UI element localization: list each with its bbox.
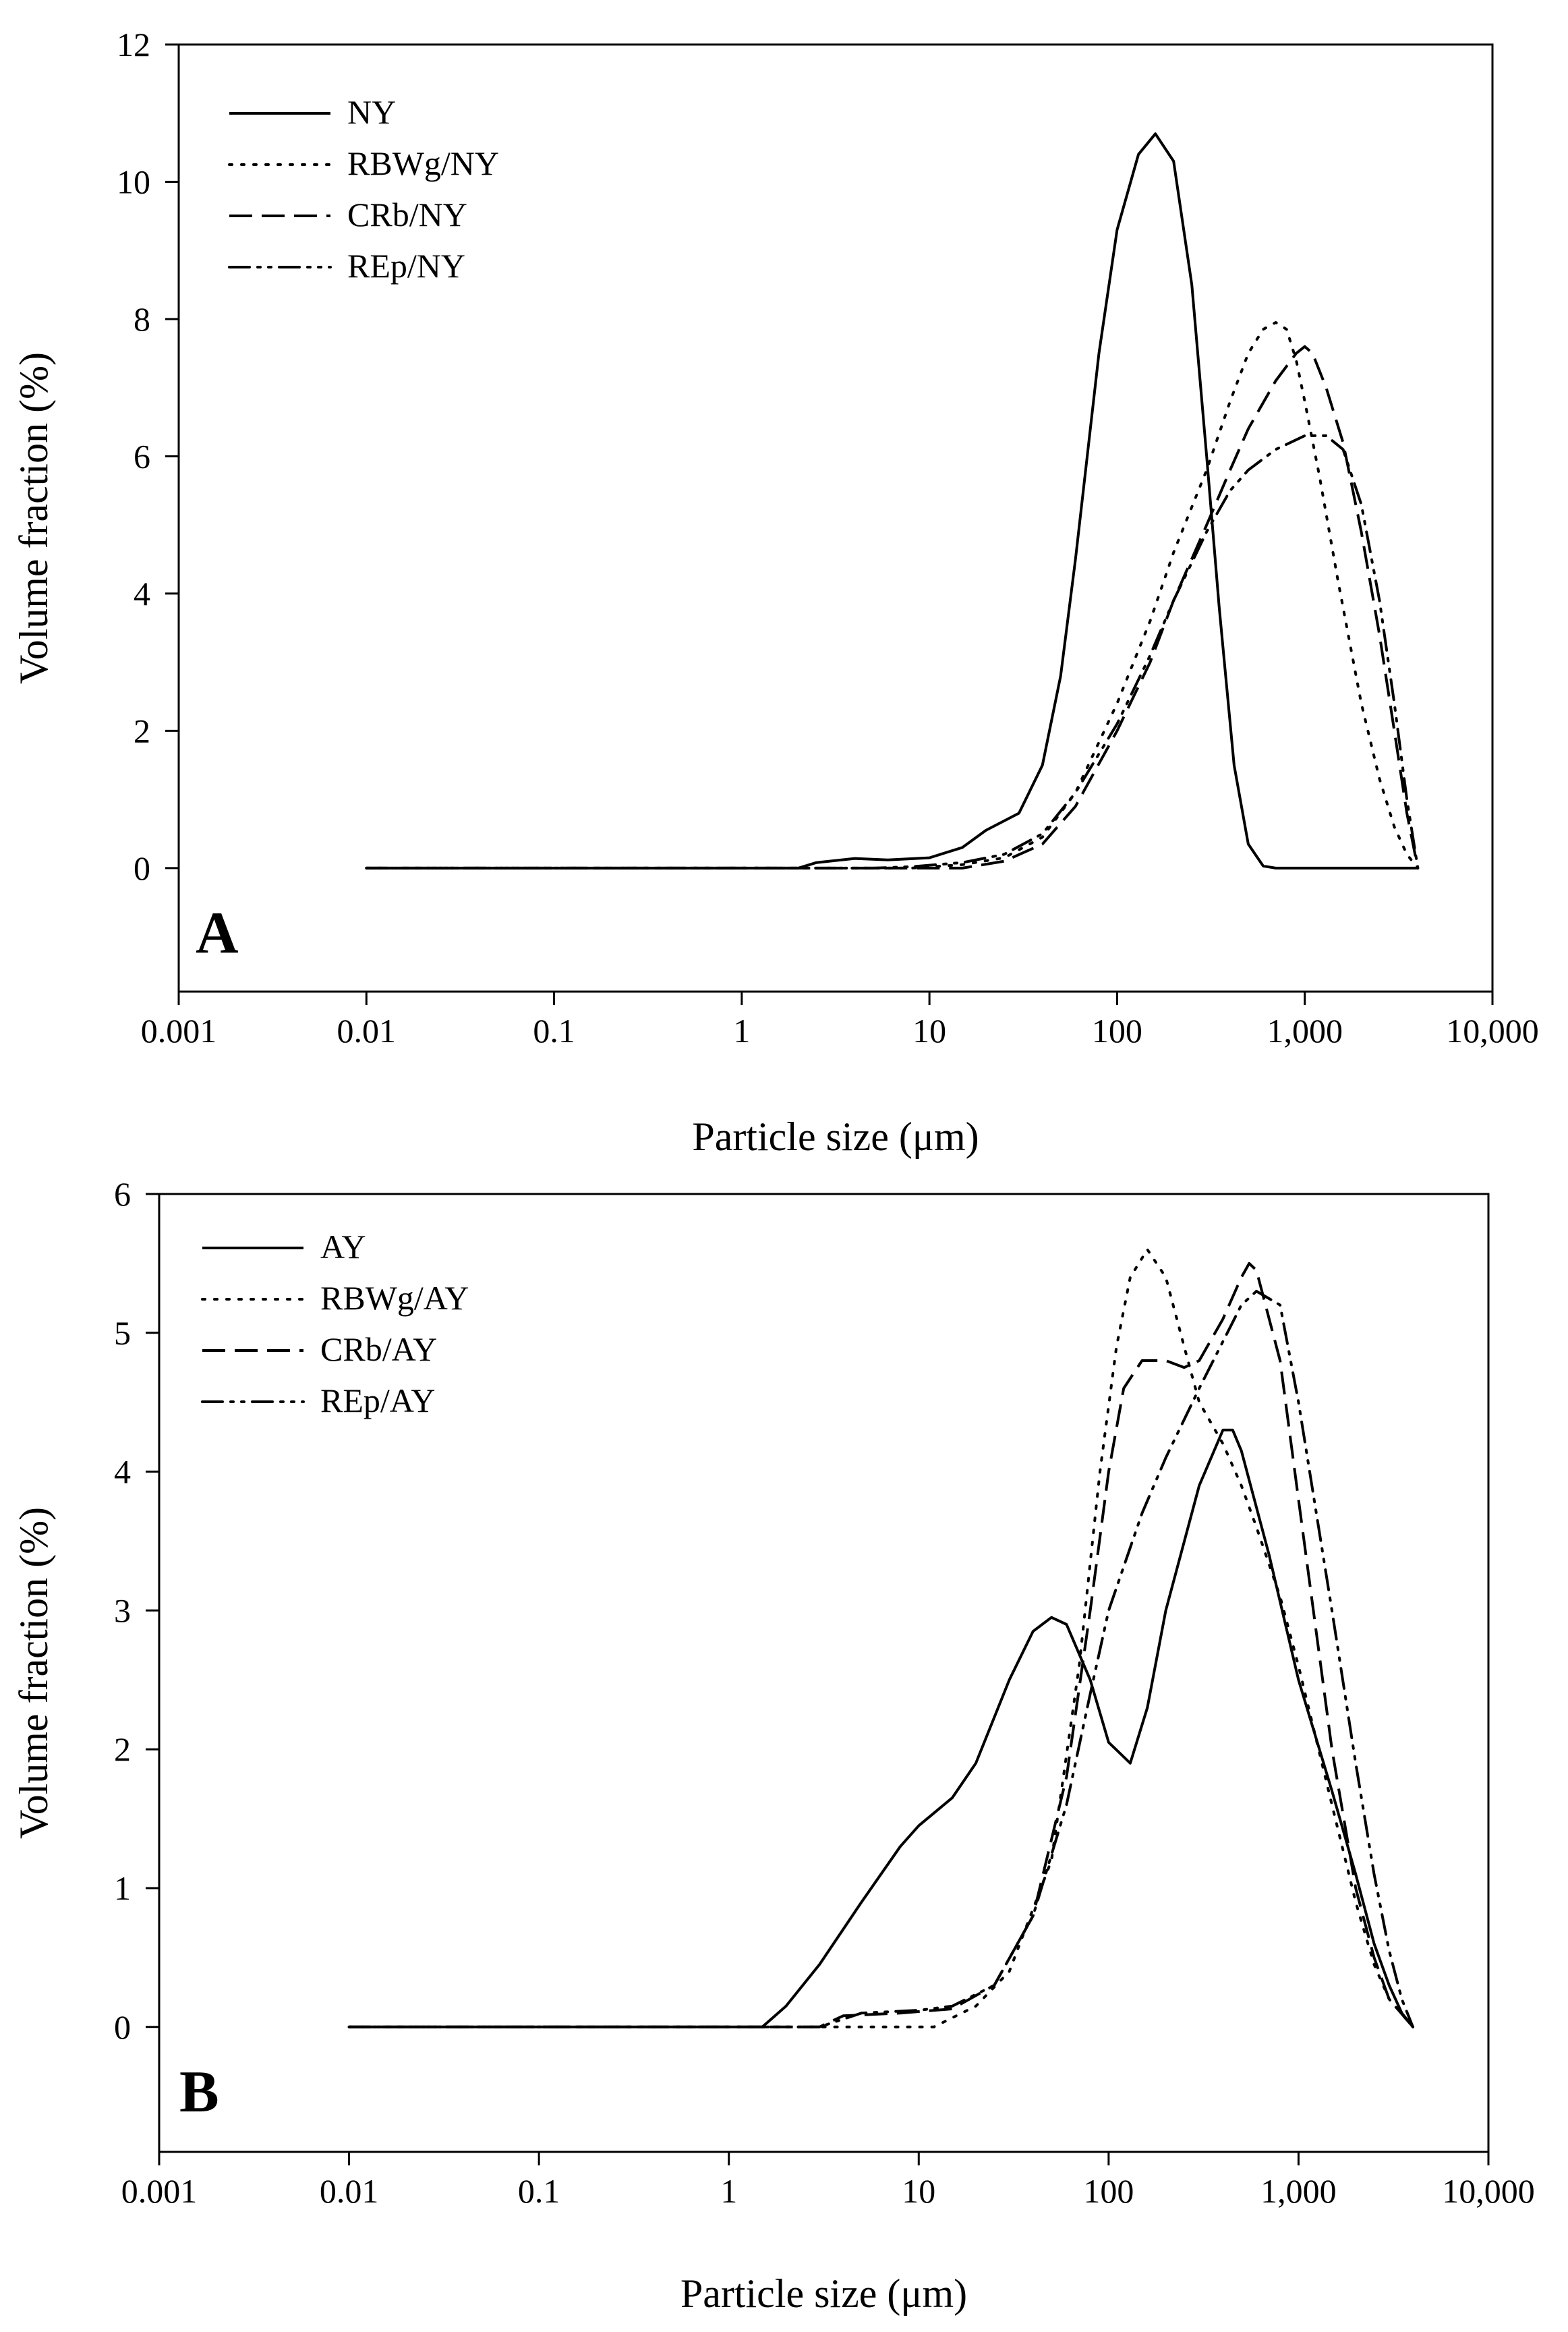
panel-a-series-line-rep-ny	[365, 434, 1420, 870]
panel-b-x-tick-label: 0.1	[518, 2172, 560, 2210]
panel-b-x-axis-title: Particle size (μm)	[680, 2271, 967, 2316]
chart-panel-a: 0.001 0.01 0.1 1 10 100 1,000 10,000 0 2 4 6 8 10 12 Pa…	[11, 26, 1539, 1159]
panel-b-y-tick-label: 6	[114, 1175, 131, 1213]
panel-b-x-tick-label: 0.001	[121, 2172, 198, 2210]
panel-a-x-tick-label: 1	[733, 1012, 750, 1050]
panel-b-y-tick-label: 0	[114, 2008, 131, 2046]
panel-a-x-tick-label: 100	[1092, 1012, 1142, 1050]
panel-a-y-tick-label: 6	[134, 437, 150, 475]
panel-a-y-tick-label: 12	[117, 26, 150, 63]
panel-b-legend-label: CRb/AY	[320, 1330, 437, 1368]
panel-b-legend-label: RBWg/AY	[320, 1279, 469, 1317]
panel-a-y-tick-label: 2	[134, 712, 150, 749]
panel-b-y-tick-label: 2	[114, 1730, 131, 1768]
panel-a-series-line-crb-ny	[366, 345, 1420, 870]
panel-a-x-tick-label: 0.01	[337, 1012, 397, 1050]
panel-b-x-tick-label: 0.01	[320, 2172, 379, 2210]
panel-a-plot-frame	[177, 43, 1494, 993]
panel-b-plot-frame	[158, 1193, 1490, 2153]
panel-a-series-line-rbwg-ny	[365, 321, 1420, 870]
panel-a-x-axis-title: Particle size (μm)	[692, 1114, 979, 1159]
panel-b-x-tick-label: 1,000	[1260, 2172, 1337, 2210]
panel-b-x-tick-label: 10,000	[1442, 2172, 1535, 2210]
panel-b-legend-label: REp/AY	[320, 1382, 435, 1419]
panel-a-legend-label: CRb/NY	[347, 196, 467, 233]
panel-a-legend-label: REp/NY	[347, 247, 465, 285]
panel-b-series-line-crb-ay	[349, 1261, 1414, 2028]
panel-a-letter: A	[196, 901, 239, 966]
panel-b-x-tick-label: 10	[902, 2172, 935, 2210]
panel-a-x-tick-label: 0.1	[533, 1012, 575, 1050]
panel-b-x-tick-label: 100	[1083, 2172, 1134, 2210]
panel-b-series-line-rep-ay	[347, 1290, 1414, 2028]
panel-a-y-axis-title: Volume fraction (%)	[11, 352, 56, 684]
panel-b-x-tick-label: 1	[720, 2172, 737, 2210]
panel-b-letter: B	[179, 2059, 219, 2125]
panel-a-x-tick-label: 10,000	[1446, 1012, 1539, 1050]
panel-a-y-tick-label: 8	[134, 300, 150, 338]
panel-a-y-tick-label: 10	[117, 163, 150, 200]
panel-a-legend-label: RBWg/NY	[347, 144, 499, 182]
panel-b-y-tick-label: 4	[114, 1453, 131, 1491]
panel-b-y-tick-label: 5	[114, 1314, 131, 1352]
panel-a-legend-label: NY	[347, 93, 396, 131]
panel-a-y-tick-label: 0	[134, 849, 150, 887]
panel-b-y-tick-label: 3	[114, 1591, 131, 1629]
panel-b-y-axis-title: Volume fraction (%)	[11, 1507, 56, 1839]
panel-b-legend-label: AY	[320, 1228, 366, 1265]
panel-a-x-tick-label: 10	[912, 1012, 946, 1050]
panel-a-x-tick-label: 0.001	[141, 1012, 217, 1050]
panel-a-series-line-ny	[366, 132, 1418, 870]
panel-b-y-tick-label: 1	[114, 1869, 131, 1907]
chart-panel-b: 0.001 0.01 0.1 1 10 100 1,000 10,000 0 1 2 3 4 5 6 Part…	[11, 1175, 1535, 2316]
panel-a-y-tick-label: 4	[134, 575, 150, 613]
panel-b-series-line-ay	[349, 1428, 1414, 2028]
panel-b-series-line-rbwg-ay	[347, 1248, 1414, 2028]
panel-a-x-tick-label: 1,000	[1267, 1012, 1343, 1050]
